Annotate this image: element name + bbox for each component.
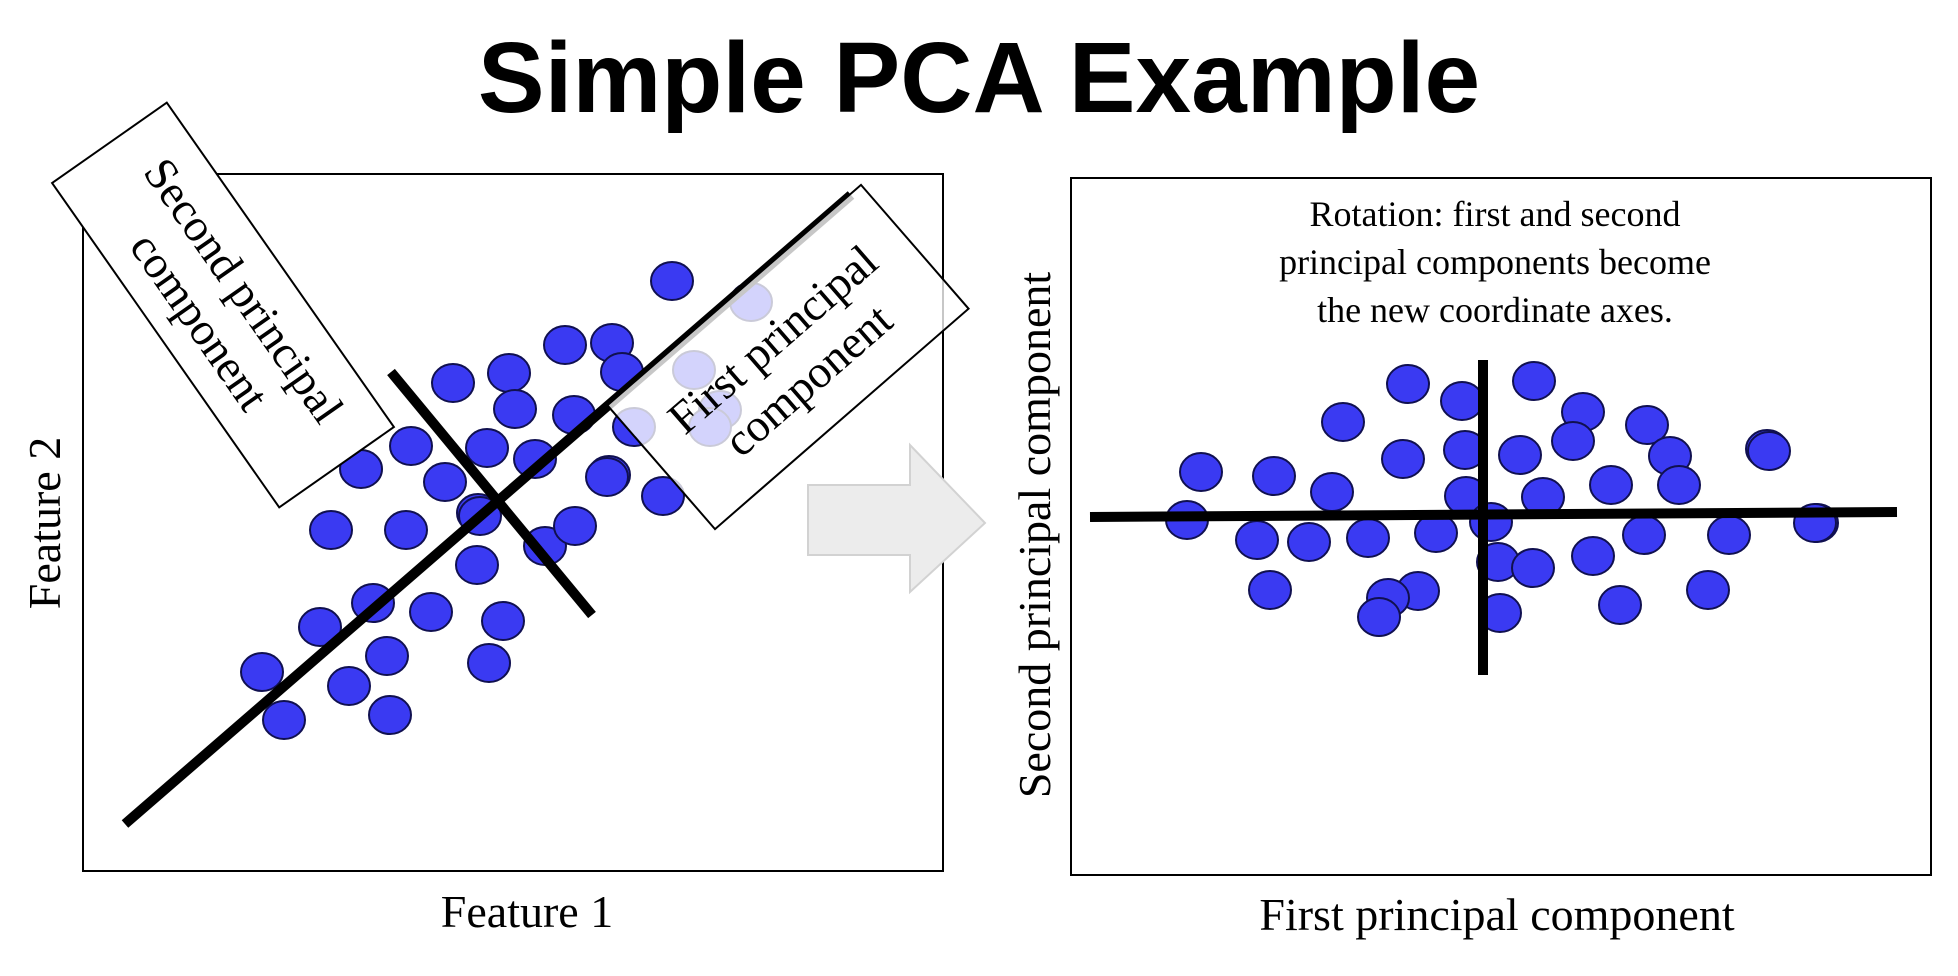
left-scatter-point: [262, 700, 306, 740]
slide-title: Simple PCA Example: [477, 22, 1481, 134]
left-scatter-point: [585, 457, 629, 497]
right-scatter-point: [1287, 522, 1331, 562]
rotation-caption-line2: principal components become: [1279, 242, 1711, 282]
left-scatter-point: [384, 510, 428, 550]
right-scatter-point: [1598, 585, 1642, 625]
right-panel: Rotation: first and second principal com…: [1009, 177, 1932, 940]
left-scatter-point: [467, 643, 511, 683]
right-scatter-point: [1235, 520, 1279, 560]
left-xlabel: Feature 1: [441, 886, 613, 937]
right-ylabel: Second principal component: [1009, 272, 1060, 799]
left-scatter-point: [240, 652, 284, 692]
right-scatter-point: [1686, 570, 1730, 610]
right-scatter-point: [1707, 515, 1751, 555]
right-scatter-point: [1310, 472, 1354, 512]
right-scatter-point: [1551, 421, 1595, 461]
right-scatter-point: [1248, 570, 1292, 610]
right-scatter-point: [1179, 452, 1223, 492]
left-scatter-point: [309, 510, 353, 550]
left-scatter-point: [481, 601, 525, 641]
left-ylabel: Feature 2: [19, 437, 70, 609]
right-scatter-point: [1346, 518, 1390, 558]
right-scatter-point: [1589, 465, 1633, 505]
right-scatter-point: [1440, 381, 1484, 421]
right-scatter-point: [1622, 515, 1666, 555]
left-scatter-point: [487, 353, 531, 393]
rotation-caption-line1: Rotation: first and second: [1310, 194, 1681, 234]
left-scatter-point: [543, 325, 587, 365]
right-scatter-point: [1252, 456, 1296, 496]
left-scatter-point: [327, 666, 371, 706]
right-scatter-point: [1625, 405, 1669, 445]
left-scatter-point: [641, 476, 685, 516]
first-pc-axis: [1089, 507, 1898, 522]
right-scatter-point: [1511, 548, 1555, 588]
left-scatter-point: [455, 545, 499, 585]
right-scatter-point: [1571, 536, 1615, 576]
right-xlabel: First principal component: [1259, 889, 1734, 940]
left-scatter-point: [493, 389, 537, 429]
right-scatter-point: [1357, 597, 1401, 637]
left-scatter-point: [513, 439, 557, 479]
right-scatter-point: [1498, 435, 1542, 475]
right-scatter-point: [1381, 439, 1425, 479]
right-scatter-point: [1469, 502, 1513, 542]
second-pc-line: [387, 368, 596, 619]
left-scatter-point: [389, 426, 433, 466]
right-scatter-point: [1386, 364, 1430, 404]
left-scatter-point: [368, 695, 412, 735]
first-pc-label-box: First principal component: [606, 183, 970, 531]
left-scatter-point: [650, 261, 694, 301]
left-scatter-point: [431, 363, 475, 403]
right-scatter-point: [1747, 431, 1791, 471]
right-scatter-point: [1657, 465, 1701, 505]
left-scatter-point: [298, 607, 342, 647]
left-scatter-point: [465, 428, 509, 468]
rotation-caption-line3: the new coordinate axes.: [1317, 290, 1673, 330]
left-scatter-point: [365, 636, 409, 676]
left-panel: Second principal component First princip…: [19, 101, 970, 937]
right-arrow-icon: [807, 442, 987, 595]
left-scatter-point: [409, 592, 453, 632]
left-scatter-point: [423, 462, 467, 502]
right-scatter-point: [1512, 361, 1556, 401]
left-scatter-point: [553, 506, 597, 546]
right-scatter-point: [1321, 402, 1365, 442]
